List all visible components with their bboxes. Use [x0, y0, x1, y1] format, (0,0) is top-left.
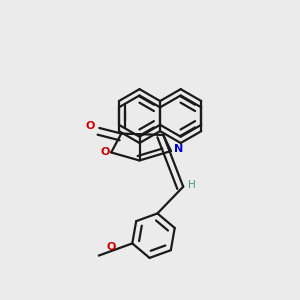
Text: O: O: [107, 242, 116, 252]
Text: N: N: [174, 144, 183, 154]
Text: O: O: [100, 147, 110, 158]
Text: O: O: [86, 121, 95, 131]
Text: H: H: [188, 180, 196, 190]
